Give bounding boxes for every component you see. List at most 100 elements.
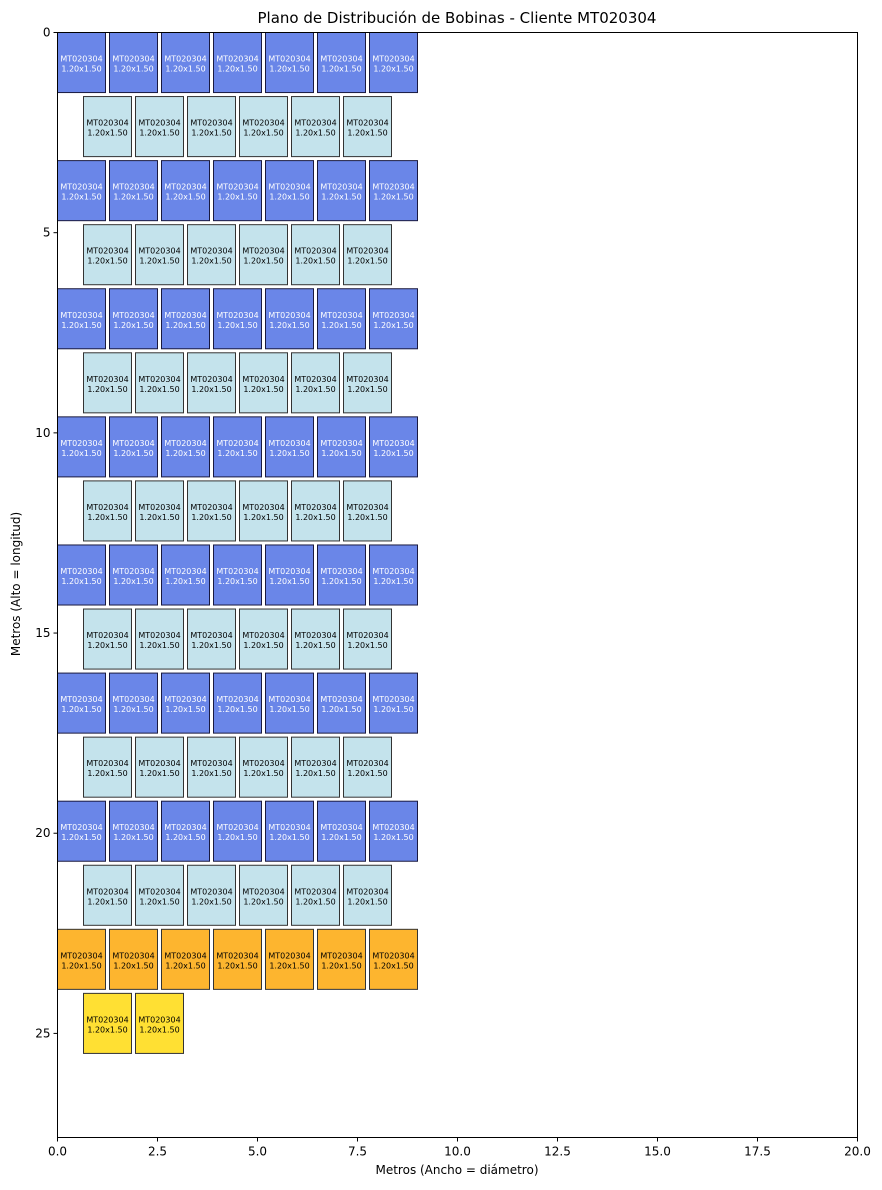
coil-rect	[239, 224, 288, 286]
coil-size-label: 1.20x1.50	[87, 385, 127, 394]
coil-rect	[343, 864, 392, 926]
coil-size-label: 1.20x1.50	[87, 257, 127, 266]
coil-size-label: 1.20x1.50	[191, 129, 231, 138]
coil-size-label: 1.20x1.50	[321, 193, 361, 202]
coil-rect	[109, 672, 158, 734]
coil-row: MT020304 1.20x1.50 MT020304 1.20x1.50 MT0203…	[57, 800, 418, 862]
coil-rect	[343, 608, 392, 670]
coil-id-label: MT020304	[112, 183, 154, 192]
coil-id-label: MT020304	[86, 247, 128, 256]
x-tick-label: 2.5	[148, 1145, 167, 1159]
coil-id-label: MT020304	[164, 567, 206, 576]
coil-id-label: MT020304	[346, 503, 388, 512]
coil-size-label: 1.20x1.50	[217, 449, 257, 458]
coil-rect	[265, 800, 314, 862]
coil-id-label: MT020304	[60, 951, 102, 960]
coil-rect	[161, 928, 210, 990]
coil-rect	[57, 800, 106, 862]
coil-size-label: 1.20x1.50	[295, 897, 335, 906]
coil-rect	[291, 608, 340, 670]
coil-size-label: 1.20x1.50	[191, 641, 231, 650]
coil-size-label: 1.20x1.50	[269, 577, 309, 586]
x-axis-ticks: 0.0 2.5 5.0 7.5 10.0 12.5 15.0 17.5 20.0	[48, 1137, 871, 1159]
coil-size-label: 1.20x1.50	[295, 641, 335, 650]
coil-id-label: MT020304	[60, 695, 102, 704]
coil-size-label: 1.20x1.50	[139, 129, 179, 138]
coil-id-label: MT020304	[190, 887, 232, 896]
coil-id-label: MT020304	[320, 55, 362, 64]
coil-id-label: MT020304	[190, 503, 232, 512]
coil-rect	[187, 864, 236, 926]
coil-id-label: MT020304	[164, 823, 206, 832]
coil-size-label: 1.20x1.50	[269, 705, 309, 714]
coil-id-label: MT020304	[372, 439, 414, 448]
coil-id-label: MT020304	[346, 759, 388, 768]
coil-row: MT0203041.20x1.50MT0203041.20x1.50MT0203…	[57, 32, 418, 94]
coil-size-label: 1.20x1.50	[243, 385, 283, 394]
coil-rect	[187, 224, 236, 286]
coil-rect	[369, 416, 418, 478]
coil-rect	[291, 736, 340, 798]
coil-size-label: 1.20x1.50	[269, 833, 309, 842]
coil-id-label: MT020304	[372, 951, 414, 960]
coil-rect	[291, 352, 340, 414]
coil-rect	[369, 544, 418, 606]
coil-size-label: 1.20x1.50	[113, 833, 153, 842]
coil-size-label: 1.20x1.50	[87, 129, 127, 138]
coil-id-label: MT020304	[372, 311, 414, 320]
coil-size-label: 1.20x1.50	[321, 961, 361, 970]
coil-row: MT0203041.20x1.50MT0203041.20x1.50MT0203…	[57, 160, 418, 222]
coil-rect	[135, 224, 184, 286]
coil-rect	[109, 800, 158, 862]
coil-id-label: MT020304	[60, 823, 102, 832]
coil-id-label: MT020304	[294, 119, 336, 128]
coil-size-label: 1.20x1.50	[113, 321, 153, 330]
coil-size-label: 1.20x1.50	[373, 961, 413, 970]
coil-size-label: 1.20x1.50	[61, 961, 101, 970]
coil-size-label: 1.20x1.50	[139, 513, 179, 522]
coil-rect	[291, 96, 340, 158]
coil-rect	[291, 480, 340, 542]
coil-id-label: MT020304	[190, 631, 232, 640]
coil-rect	[239, 480, 288, 542]
coil-rect	[369, 800, 418, 862]
coil-id-label: MT020304	[112, 951, 154, 960]
coil-size-label: 1.20x1.50	[113, 65, 153, 74]
coil-size-label: 1.20x1.50	[87, 513, 127, 522]
coil-id-label: MT020304	[112, 439, 154, 448]
coil-size-label: 1.20x1.50	[113, 449, 153, 458]
coil-size-label: 1.20x1.50	[243, 513, 283, 522]
coil-size-label: 1.20x1.50	[295, 257, 335, 266]
coil-size-label: 1.20x1.50	[61, 65, 101, 74]
coil-rows: MT0203041.20x1.50MT0203041.20x1.50MT0203…	[57, 32, 418, 1054]
coil-id-label: MT020304	[164, 951, 206, 960]
coil-rect	[135, 608, 184, 670]
coil-size-label: 1.20x1.50	[61, 321, 101, 330]
coil-size-label: 1.20x1.50	[243, 129, 283, 138]
coil-id-label: MT020304	[112, 55, 154, 64]
coil-id-label: MT020304	[86, 119, 128, 128]
coil-id-label: MT020304	[294, 631, 336, 640]
coil-rect	[135, 736, 184, 798]
coil-rect	[317, 416, 366, 478]
coil-rect	[343, 96, 392, 158]
coil-size-label: 1.20x1.50	[61, 449, 101, 458]
coil-id-label: MT020304	[60, 567, 102, 576]
coil-row: MT0203041.20x1.50MT0203041.20x1.50MT0203…	[83, 480, 392, 542]
coil-size-label: 1.20x1.50	[139, 641, 179, 650]
coil-size-label: 1.20x1.50	[243, 769, 283, 778]
x-tick-label: 7.5	[348, 1145, 367, 1159]
coil-size-label: 1.20x1.50	[243, 897, 283, 906]
coil-size-label: 1.20x1.50	[165, 961, 205, 970]
coil-rect	[57, 416, 106, 478]
coil-id-label: MT020304	[86, 631, 128, 640]
coil-rect	[161, 288, 210, 350]
coil-id-label: MT020304	[372, 823, 414, 832]
x-tick-label: 10.0	[444, 1145, 471, 1159]
coil-id-label: MT020304	[138, 503, 180, 512]
coil-rect	[57, 32, 106, 94]
coil-id-label: MT020304	[164, 183, 206, 192]
coil-size-label: 1.20x1.50	[191, 513, 231, 522]
coil-rect	[135, 480, 184, 542]
